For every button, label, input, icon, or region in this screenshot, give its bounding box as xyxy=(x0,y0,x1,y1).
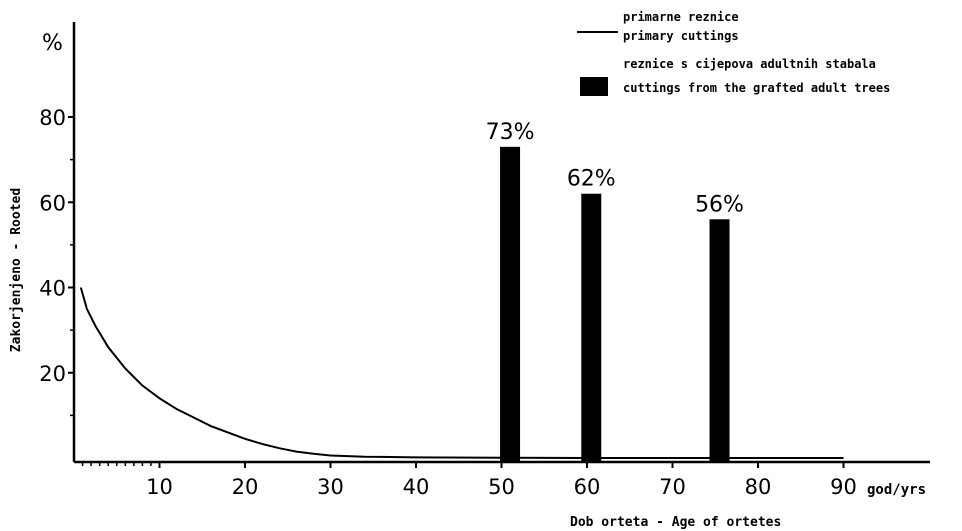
bar xyxy=(500,146,521,462)
x-tick-label: 10 xyxy=(146,475,173,499)
x-ticks: 10 20 30 40 50 60 70 80 90 xyxy=(146,462,857,499)
y-unit-label: % xyxy=(42,31,63,56)
x-tick-label: 30 xyxy=(317,475,344,499)
bar-value-label: 62% xyxy=(567,167,616,192)
bar xyxy=(581,193,602,462)
x-tick-label: 20 xyxy=(232,475,259,499)
y-axis-title: Zakorjenjeno - Rooted xyxy=(9,188,24,352)
legend-bar-label-hr: reznice s cijepova adultnih stabala xyxy=(623,57,876,71)
x-tick-label: 60 xyxy=(574,475,601,499)
y-tick-label: 40 xyxy=(39,277,66,301)
primary-cuttings-line xyxy=(79,287,844,459)
x-tick-label: 50 xyxy=(488,475,515,499)
legend-line-label-hr: primarne reznice xyxy=(623,10,739,24)
minor-ticks xyxy=(81,462,152,466)
bar xyxy=(709,219,730,462)
y-tick-label: 20 xyxy=(39,362,66,386)
bar-value-label: 56% xyxy=(695,192,744,217)
legend-bar-swatch xyxy=(580,77,608,96)
x-tick-label: 70 xyxy=(659,475,686,499)
y-ticks: 20 40 60 80 xyxy=(39,106,74,417)
y-tick-label: 80 xyxy=(39,106,66,130)
x-tick-label: 80 xyxy=(745,475,772,499)
legend: primarne reznice primary cuttings reznic… xyxy=(577,10,890,96)
x-tick-label: 40 xyxy=(403,475,430,499)
x-axis-title: Dob orteta - Age of ortetes xyxy=(570,515,781,530)
bar-value-label: 73% xyxy=(486,120,535,145)
legend-line-label-en: primary cuttings xyxy=(623,29,739,43)
legend-bar-label-en: cuttings from the grafted adult trees xyxy=(623,81,890,95)
x-tick-label: 90 xyxy=(830,475,857,499)
x-unit-label: god/yrs xyxy=(867,482,926,498)
bars: 73% 62% 56% xyxy=(486,120,744,462)
y-tick-label: 60 xyxy=(39,191,66,215)
